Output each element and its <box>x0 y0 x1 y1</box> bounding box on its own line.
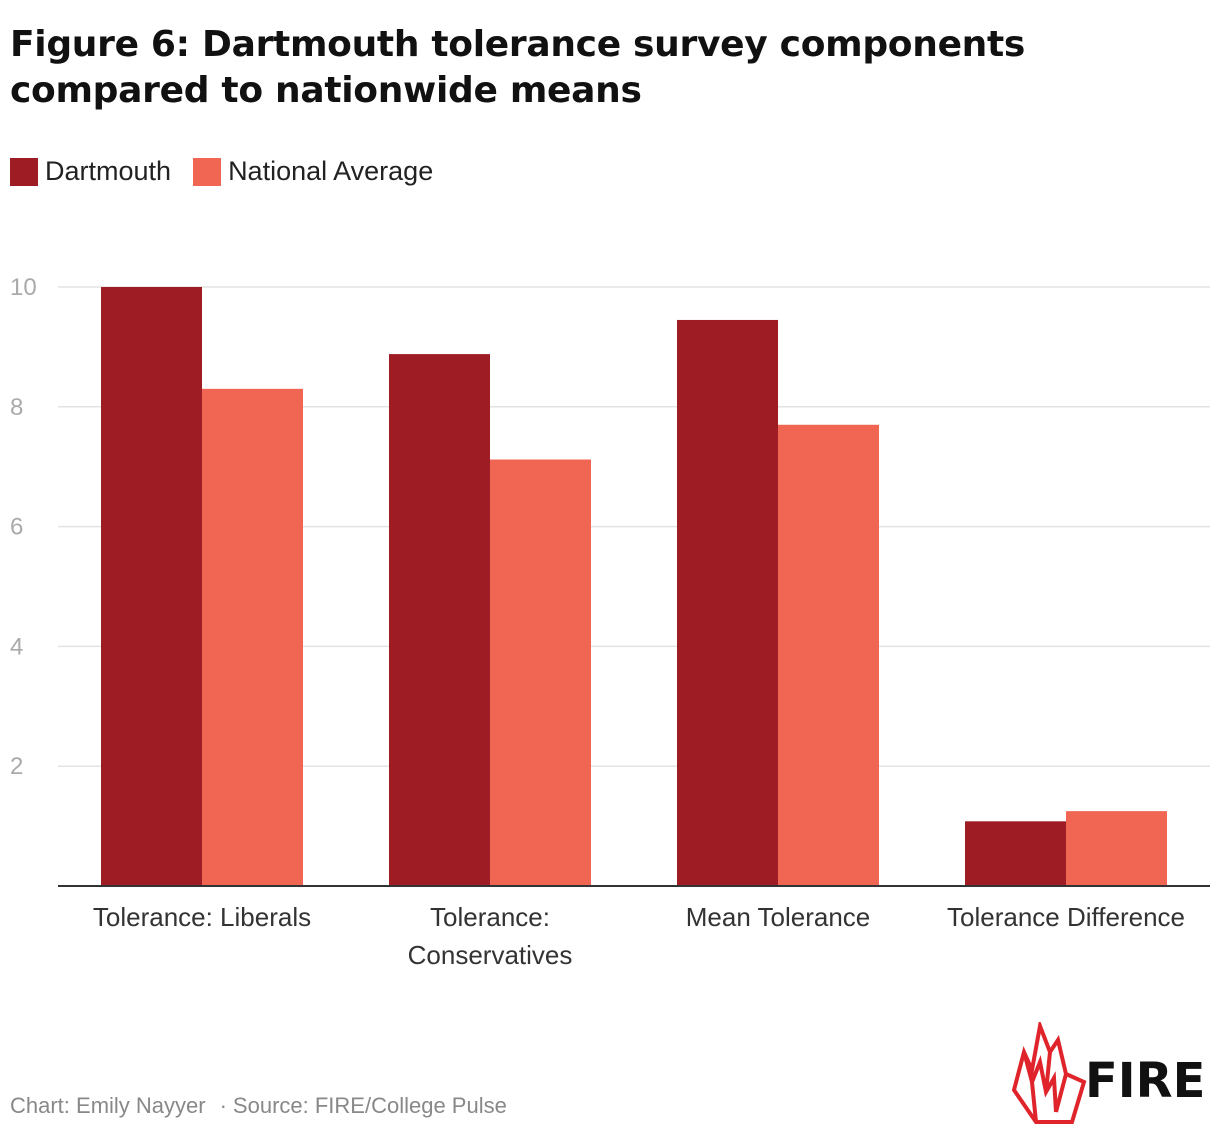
fire-logo-text: FIRE <box>1085 1053 1205 1109</box>
bar-dartmouth-tolerance-difference <box>965 821 1066 886</box>
data-source: Source: FIRE/College Pulse <box>232 1093 507 1118</box>
bar-national-average-tolerance-liberals <box>202 388 303 886</box>
footer-separator: · <box>219 1093 227 1118</box>
x-tick-label-line: Conservatives <box>408 940 573 970</box>
legend-label-national-average: National Average <box>228 156 434 186</box>
chart-credit: Chart: Emily Nayyer <box>10 1093 206 1118</box>
x-tick-label-line: Tolerance: Liberals <box>93 902 311 932</box>
x-tick-label-tolerance-liberals: Tolerance: Liberals <box>93 902 311 932</box>
y-tick-label-6: 6 <box>10 514 23 541</box>
legend-swatch-dartmouth <box>10 157 38 186</box>
x-tick-label-line: Mean Tolerance <box>686 902 871 932</box>
legend-label-dartmouth: Dartmouth <box>45 156 172 186</box>
x-tick-label-tolerance-conservatives: Tolerance: Conservatives <box>408 902 573 970</box>
y-tick-label-8: 8 <box>10 394 23 421</box>
bar-dartmouth-tolerance-conservatives <box>389 354 490 886</box>
x-tick-label-line: Tolerance Difference <box>947 902 1185 932</box>
x-tick-label-line: Tolerance: <box>430 902 550 932</box>
legend-swatch-national-average <box>193 157 222 186</box>
bar-national-average-tolerance-difference <box>1066 811 1167 886</box>
footer: Chart: Emily Nayyer · Source: FIRE/College… <box>10 1093 507 1119</box>
chart-title: Figure 6: Dartmouth tolerance survey com… <box>10 24 1026 111</box>
bar-national-average-mean-tolerance <box>778 424 879 886</box>
bar-chart: 2 4 6 8 10 Tolerance: Liberals Tolerance: Conse… <box>10 274 1210 970</box>
bar-dartmouth-tolerance-liberals <box>101 287 202 886</box>
y-tick-label-4: 4 <box>10 633 23 660</box>
bar-dartmouth-mean-tolerance <box>677 319 778 886</box>
y-tick-label-10: 10 <box>10 274 37 301</box>
flame-icon <box>1011 1022 1087 1124</box>
bar-national-average-tolerance-conservatives <box>490 459 591 886</box>
fire-logo: FIRE <box>1011 1022 1205 1124</box>
legend-item-national-average: National Average <box>193 156 433 187</box>
legend-item-dartmouth: Dartmouth <box>10 156 171 187</box>
x-tick-label-mean-tolerance: Mean Tolerance <box>686 902 871 932</box>
legend: Dartmouth National Average <box>10 156 455 187</box>
x-tick-label-tolerance-difference: Tolerance Difference <box>947 902 1185 932</box>
y-tick-label-2: 2 <box>10 753 23 780</box>
